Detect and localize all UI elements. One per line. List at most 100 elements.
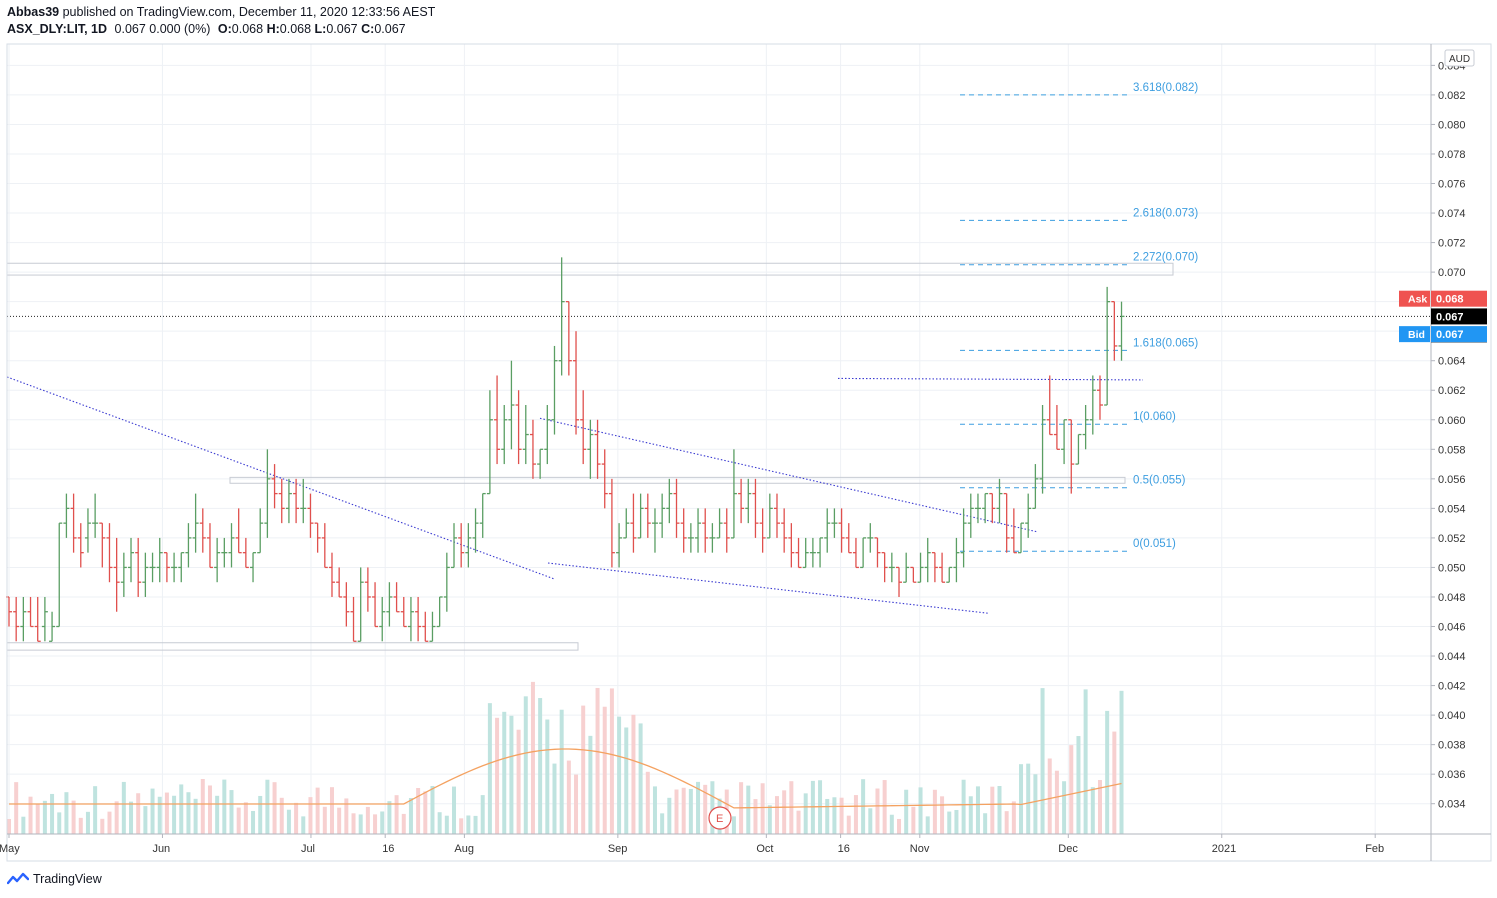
volume-bar [947, 811, 952, 834]
ohlc-readout: O:0.068 H:0.068 L:0.067 C:0.067 [217, 22, 406, 36]
y-tick-label: 0.080 [1438, 119, 1466, 131]
volume-bar [760, 783, 765, 834]
ohlc-bar [357, 567, 364, 642]
volume-bar [839, 797, 844, 834]
x-tick-label: Aug [454, 843, 474, 855]
ohlc-bar [77, 523, 84, 568]
ohlc-bar [558, 257, 565, 376]
volume-bar [100, 818, 105, 834]
volume-bar [703, 784, 708, 834]
ohlc-bar [982, 492, 989, 524]
volume-bar [136, 793, 141, 834]
ohlc-bar [479, 492, 486, 538]
ohlc-bar [271, 464, 278, 509]
x-tick-label: Sep [608, 843, 628, 855]
volume-moving-average [9, 748, 1122, 809]
volume-bar [961, 779, 966, 834]
ohlc-bar [910, 566, 917, 583]
x-tick-label: May [0, 843, 20, 855]
ohlc-bar [142, 552, 149, 597]
ohlc-bar [436, 596, 443, 628]
volume-bar [373, 814, 378, 834]
volume-bar [631, 714, 636, 834]
ohlc-bar [766, 493, 773, 539]
ohlc-bar [644, 493, 651, 538]
volume-bar [1011, 801, 1016, 834]
ohlc-bar [608, 478, 615, 568]
volume-bar [681, 787, 686, 834]
ohlc-bar [415, 596, 422, 642]
y-tick-label: 0.062 [1438, 385, 1466, 397]
volume-bar [782, 790, 787, 834]
volume-bar [882, 780, 887, 834]
volume-bar [940, 796, 945, 834]
ohlc-bar [953, 537, 960, 583]
fib-level-label: 3.618(0.082) [1133, 82, 1198, 94]
x-tick-label: Nov [910, 843, 930, 855]
volume-bar [107, 811, 112, 834]
x-tick-label: Feb [1365, 843, 1384, 855]
ohlc-bar [257, 508, 264, 554]
volume-bar [14, 782, 19, 834]
ohlc-bar [1046, 375, 1053, 436]
ohlc-bar [896, 566, 903, 597]
volume-bar [301, 816, 306, 834]
fib-level-label: 1.618(0.065) [1133, 337, 1198, 349]
ohlc-bar [888, 552, 895, 583]
ohlc-bar [989, 492, 996, 524]
volume-bar [394, 795, 399, 834]
ohlc-bar [924, 537, 931, 583]
published-text: published on TradingView.com, December 1… [62, 5, 436, 19]
tradingview-logo[interactable]: TradingView [7, 872, 102, 886]
ohlc-bar [967, 493, 974, 538]
volume-bar [251, 810, 256, 834]
ohlc-bar [393, 582, 400, 613]
earnings-marker: E [708, 806, 732, 830]
ohlc-bar [422, 611, 429, 642]
fib-level-label: 2.272(0.070) [1133, 252, 1198, 264]
ohlc-bar [917, 552, 924, 583]
volume-bar [1054, 770, 1059, 834]
volume-bar [294, 802, 299, 834]
last-price-badge-value-bg [1431, 308, 1487, 325]
x-tick-label: Dec [1058, 843, 1078, 855]
volume-bar [408, 797, 413, 834]
ohlc-bar [1061, 419, 1068, 465]
volume-bar [559, 709, 564, 834]
volume-bar [545, 719, 550, 834]
last-price-badge: 0.067 [1431, 308, 1487, 325]
ohlc-bar [300, 478, 307, 524]
volume-bar [93, 786, 98, 834]
volume-bar [172, 795, 177, 834]
volume-bar [265, 779, 270, 834]
y-tick-label: 0.074 [1438, 208, 1466, 220]
y-tick-label: 0.052 [1438, 533, 1466, 545]
volume-bar [667, 797, 672, 834]
currency-label: AUD [1449, 54, 1470, 65]
ohlc-bar [156, 537, 163, 583]
ohlc-bar [680, 508, 687, 553]
volume-bar [710, 781, 715, 834]
ohlc-bar [1075, 433, 1082, 465]
ask-badge-label-bg [1399, 290, 1430, 307]
ohlc-bar [321, 523, 328, 569]
ohlc-bar [759, 508, 766, 553]
ohlc-bar [881, 552, 888, 583]
volume-bar [452, 786, 457, 834]
ohlc-bar [1089, 375, 1096, 435]
ohlc-bar [508, 360, 515, 450]
ohlc-bar [651, 508, 658, 553]
volume-bar [853, 795, 858, 834]
volume-bar [796, 810, 801, 834]
ohlc-bar [1003, 492, 1010, 553]
symbol-name[interactable]: ASX_DLY:LIT, 1D [7, 22, 108, 36]
ohlc-bar [84, 508, 91, 553]
ohlc-bar [515, 390, 522, 465]
volume-bar [401, 813, 406, 834]
ask-badge: Ask 0.068 [1399, 290, 1487, 307]
volume-bar [731, 816, 736, 834]
volume-bar [638, 723, 643, 834]
volume-bar [164, 792, 169, 834]
